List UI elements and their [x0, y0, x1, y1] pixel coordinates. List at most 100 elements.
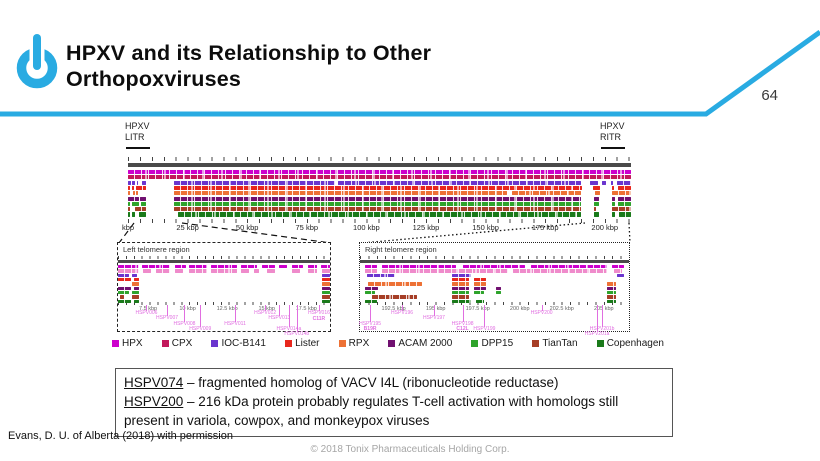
- header-accent-line: [0, 29, 820, 117]
- genome-track-segment-hpx: [462, 265, 525, 269]
- genome-track-segment-lister: [131, 185, 134, 191]
- left-telomere-inset: Left telomere region 7.5 kbp 10 kbp 12.5 k…: [117, 242, 331, 337]
- legend-label: RPX: [348, 338, 370, 349]
- genome-track-segment-acam-2000: [452, 286, 470, 291]
- gene-pointer-line: [484, 305, 486, 327]
- main-genome-panel: kbp 25 kbp 50 kbp 75 kbp 100 kbp 125 kbp 150 k…: [122, 156, 631, 234]
- x-axis-label: 17.5 kbp: [295, 305, 317, 312]
- genome-track-segment-tiantan: [607, 295, 616, 299]
- gene-label: HSPV016 C11R: [307, 310, 330, 322]
- caption-entry: HSPV200 – 216 kDa protein probably regul…: [124, 392, 664, 430]
- gene-label: HSPV200: [530, 310, 553, 317]
- genome-track-segment-cpx: [292, 269, 300, 273]
- gene-label-sub: C12L: [456, 326, 469, 333]
- ritr-label-line2: RITR: [600, 132, 621, 142]
- gene-label-name: HSPV016: [307, 310, 330, 316]
- gene-label: HSPV011: [224, 321, 246, 328]
- genome-track-segment-copenhagen: [452, 299, 471, 304]
- genome-track-segment-cpx: [241, 269, 250, 273]
- genome-track-segment-ioc-b141: [602, 180, 606, 185]
- legend-swatch: [285, 340, 293, 347]
- genome-track-segment-acam-2000: [496, 286, 502, 291]
- genome-track-segment-copenhagen: [132, 212, 135, 217]
- genome-track-segment-rpx: [474, 282, 487, 286]
- litr-label-line2: LITR: [125, 132, 145, 142]
- gene-label-sub: C11R: [312, 315, 326, 322]
- genome-track-segment-dpp15: [365, 291, 376, 295]
- genome-track-segment-cpx: [155, 269, 171, 273]
- gene-label: HSPV008: [173, 321, 195, 328]
- genome-track-segment-ioc-b141: [128, 180, 131, 185]
- legend-label: CPX: [171, 338, 193, 349]
- genome-track-segment-cpx: [174, 269, 183, 273]
- ritr-label-line1: HPXV: [600, 121, 625, 131]
- caption-box: HSPV074 – fragmented homolog of VACV I4L…: [115, 368, 673, 437]
- genome-track-segment-copenhagen: [128, 212, 130, 217]
- legend-item-copenhagen: Copenhagen: [596, 338, 664, 349]
- genome-track-segment-ioc-b141: [616, 180, 631, 185]
- caption-entry: HSPV074 – fragmented homolog of VACV I4L…: [124, 373, 664, 392]
- genome-track-segment-rpx: [607, 282, 616, 286]
- ruler-bar: [360, 260, 629, 263]
- genome-track-segment-dpp15: [607, 291, 616, 295]
- x-axis-label: 50 kbp: [235, 223, 259, 232]
- genome-track-segment-dpp15: [128, 201, 130, 206]
- gene-label-name: HSPV012: [254, 310, 277, 316]
- genome-track-segment-copenhagen: [365, 299, 377, 304]
- gene-pointer-line: [602, 305, 604, 327]
- ruler-bar: [118, 260, 330, 263]
- genome-track-segment-ioc-b141: [136, 180, 139, 185]
- legend-swatch: [161, 340, 169, 347]
- ruler-ticks-top: [118, 256, 330, 259]
- genome-track-segment-cpx: [322, 269, 330, 273]
- genome-track-segment-copenhagen: [476, 299, 485, 304]
- genome-track-segment-cpx: [118, 269, 139, 273]
- genome-track-segment-hpx: [211, 265, 237, 269]
- genome-figure: HPXV LITR HPXV RITR kbp 25 kbp 50 kbp 75 kb…: [0, 120, 820, 365]
- genome-track-segment-hpx: [189, 265, 207, 269]
- genome-track-segment-rpx: [132, 282, 139, 286]
- legend-item-cpx: CPX: [161, 338, 193, 349]
- genome-track-segment-copenhagen: [118, 299, 131, 304]
- genome-track-segment-hpx: [279, 265, 288, 269]
- genome-track-segment-dpp15: [118, 291, 130, 295]
- legend-swatch: [338, 340, 346, 347]
- slide-title: HPXV and its Relationship to Other Ortho…: [66, 40, 431, 92]
- genome-track-segment-acam-2000: [133, 286, 139, 291]
- genome-track-segment-cpx: [365, 269, 377, 273]
- genome-track-segment-copenhagen: [322, 299, 330, 304]
- ruler-ticks-top: [128, 157, 631, 161]
- legend-item-hpx: HPX: [112, 338, 143, 349]
- gene-label: HSPV007: [156, 316, 178, 322]
- copyright-notice: © 2018 Tonix Pharmaceuticals Holding Cor…: [310, 444, 510, 455]
- genome-track-segment-dpp15: [322, 291, 330, 295]
- x-axis-label: 25 kbp: [176, 223, 199, 232]
- genome-track-segment-dpp15: [132, 291, 139, 295]
- gene-label-name: HSPV200: [530, 310, 553, 316]
- legend-swatch: [388, 340, 396, 347]
- legend-swatch: [532, 340, 540, 347]
- genome-track-segment-copenhagen: [178, 212, 581, 217]
- legend-label: HPX: [122, 338, 143, 349]
- genome-track-segment-ioc-b141: [337, 180, 581, 185]
- genome-track-segment-copenhagen: [611, 212, 616, 217]
- x-axis-label: 202.5 kbp: [549, 305, 574, 312]
- genome-track-segment-copenhagen: [594, 212, 599, 217]
- gene-label: HSPV195 B19R: [359, 321, 381, 333]
- genome-track-segment-acam-2000: [607, 286, 616, 291]
- slide-title-line1: HPXV and its Relationship to Other: [66, 41, 432, 65]
- legend-item-rpx: RPX: [338, 338, 370, 349]
- genome-track-segment-hpx: [365, 265, 377, 269]
- litr-label-line1: HPXV: [125, 121, 150, 131]
- genome-track-segment-ioc-b141: [142, 180, 146, 185]
- genome-track-segment-rpx: [595, 191, 600, 196]
- genome-track-segment-dpp15: [617, 201, 631, 206]
- left-inset-title: Left telomere region: [123, 245, 190, 254]
- genome-track-segment-hpx: [174, 265, 187, 269]
- genome-track-segment-dpp15: [141, 201, 146, 206]
- genome-track-segment-tiantan: [132, 295, 139, 299]
- gene-pointer-line: [167, 305, 169, 317]
- genome-track-segment-tiantan: [594, 207, 597, 212]
- genome-track-segment-acam-2000: [617, 196, 631, 201]
